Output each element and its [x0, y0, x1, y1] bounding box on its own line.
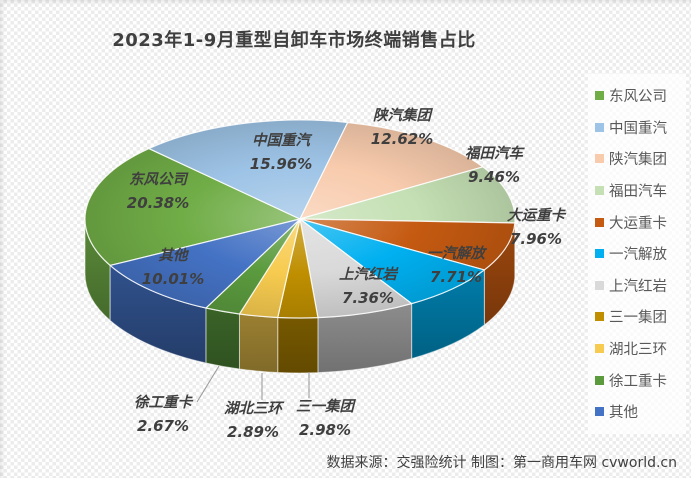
- slice-label-name: 一汽解放: [427, 245, 485, 262]
- legend-item: 湖北三环: [595, 333, 686, 365]
- legend: 东风公司中国重汽陕汽集团福田汽车大运重卡一汽解放上汽红岩三一集团湖北三环徐工重卡…: [588, 74, 686, 434]
- slice-label: 湖北三环 2.89%: [224, 399, 282, 443]
- legend-label: 陕汽集团: [609, 152, 667, 169]
- slice-label-percent: 20.38%: [126, 193, 190, 212]
- slice-label: 上汽红岩 7.36%: [339, 265, 397, 309]
- legend-swatch-icon: [595, 154, 604, 164]
- legend-swatch-icon: [595, 186, 604, 196]
- legend-swatch-icon: [595, 280, 604, 290]
- slice-label-name: 三一集团: [296, 398, 354, 415]
- pie-slice-side: [277, 316, 319, 374]
- slice-label: 大运重卡 7.96%: [507, 206, 565, 250]
- slice-label-name: 大运重卡: [507, 207, 565, 224]
- slice-label-name: 福田汽车: [465, 145, 523, 162]
- legend-item: 陕汽集团: [595, 143, 686, 175]
- legend-label: 上汽红岩: [609, 278, 667, 295]
- legend-swatch-icon: [595, 249, 604, 259]
- pie-slice-2: [148, 119, 349, 220]
- pie-slice-side: [205, 307, 240, 370]
- legend-item: 三一集团: [595, 301, 686, 333]
- slice-label: 徐工重卡 2.67%: [134, 393, 192, 437]
- slice-label-name: 其他: [158, 247, 188, 264]
- slice-label-percent: 9.46%: [467, 167, 521, 186]
- slice-label-percent: 2.89%: [226, 422, 280, 441]
- slice-label-percent: 7.36%: [341, 288, 395, 307]
- legend-label: 三一集团: [609, 310, 667, 327]
- slice-label-name: 徐工重卡: [134, 394, 192, 411]
- legend-swatch-icon: [595, 375, 604, 385]
- slice-label: 三一集团 2.98%: [296, 397, 354, 441]
- slice-label-name: 中国重汽: [251, 132, 310, 149]
- slice-label: 陕汽集团 12.62%: [371, 106, 433, 150]
- legend-item: 一汽解放: [595, 238, 686, 270]
- pie-slice-7: [299, 218, 413, 319]
- legend-item: 中国重汽: [595, 112, 686, 144]
- legend-label: 大运重卡: [609, 215, 667, 232]
- pie-slice-side: [238, 313, 279, 373]
- legend-label: 福田汽车: [609, 184, 667, 201]
- legend-swatch-icon: [595, 217, 604, 227]
- pie-slice-5: [299, 218, 516, 271]
- slice-label-percent: 2.67%: [136, 416, 190, 435]
- slice-label-percent: 10.01%: [141, 269, 205, 288]
- legend-swatch-icon: [595, 407, 604, 417]
- slice-label-name: 东风公司: [128, 171, 187, 188]
- legend-swatch-icon: [595, 312, 604, 322]
- legend-swatch-icon: [595, 344, 604, 354]
- legend-item: 徐工重卡: [595, 364, 686, 396]
- pie-slice-1: [84, 147, 301, 267]
- legend-item: 东风公司: [595, 80, 686, 112]
- slice-label-percent: 7.96%: [509, 229, 563, 248]
- legend-item: 福田汽车: [595, 175, 686, 207]
- slice-label: 一汽解放 7.71%: [427, 244, 485, 288]
- pie-slice-11: [109, 218, 301, 309]
- slice-label-percent: 12.62%: [370, 129, 434, 148]
- slice-label-name: 陕汽集团: [372, 107, 431, 124]
- chart-title: 2023年1-9月重型自卸车市场终端销售占比: [112, 30, 476, 51]
- legend-label: 一汽解放: [609, 247, 667, 264]
- legend-label: 中国重汽: [609, 120, 667, 137]
- legend-label: 徐工重卡: [609, 373, 667, 390]
- slice-label-percent: 15.96%: [249, 154, 313, 173]
- pie-slice-6: [299, 218, 485, 305]
- slice-label: 东风公司 20.38%: [127, 170, 189, 214]
- pie-slice-3: [299, 121, 484, 220]
- legend-swatch-icon: [595, 122, 604, 132]
- data-source-caption: 数据来源：交强险统计 制图：第一商用车网 cvworld.cn: [326, 455, 677, 471]
- slice-label: 其他 10.01%: [142, 246, 204, 290]
- legend-label: 湖北三环: [609, 342, 667, 359]
- slice-label: 中国重汽 15.96%: [250, 131, 312, 175]
- slice-label-name: 湖北三环: [224, 400, 282, 417]
- legend-swatch-icon: [595, 91, 604, 101]
- legend-item: 其他: [595, 396, 686, 428]
- legend-item: 大运重卡: [595, 206, 686, 238]
- slice-label-name: 上汽红岩: [339, 266, 397, 283]
- slice-label: 福田汽车 9.46%: [465, 144, 523, 188]
- legend-label: 东风公司: [609, 89, 667, 106]
- legend-item: 上汽红岩: [595, 270, 686, 302]
- legend-label: 其他: [609, 405, 638, 422]
- pie-slice-4: [299, 166, 516, 224]
- label-leader-line: [196, 365, 220, 403]
- slice-label-percent: 2.98%: [298, 420, 352, 439]
- slice-label-percent: 7.71%: [429, 267, 483, 286]
